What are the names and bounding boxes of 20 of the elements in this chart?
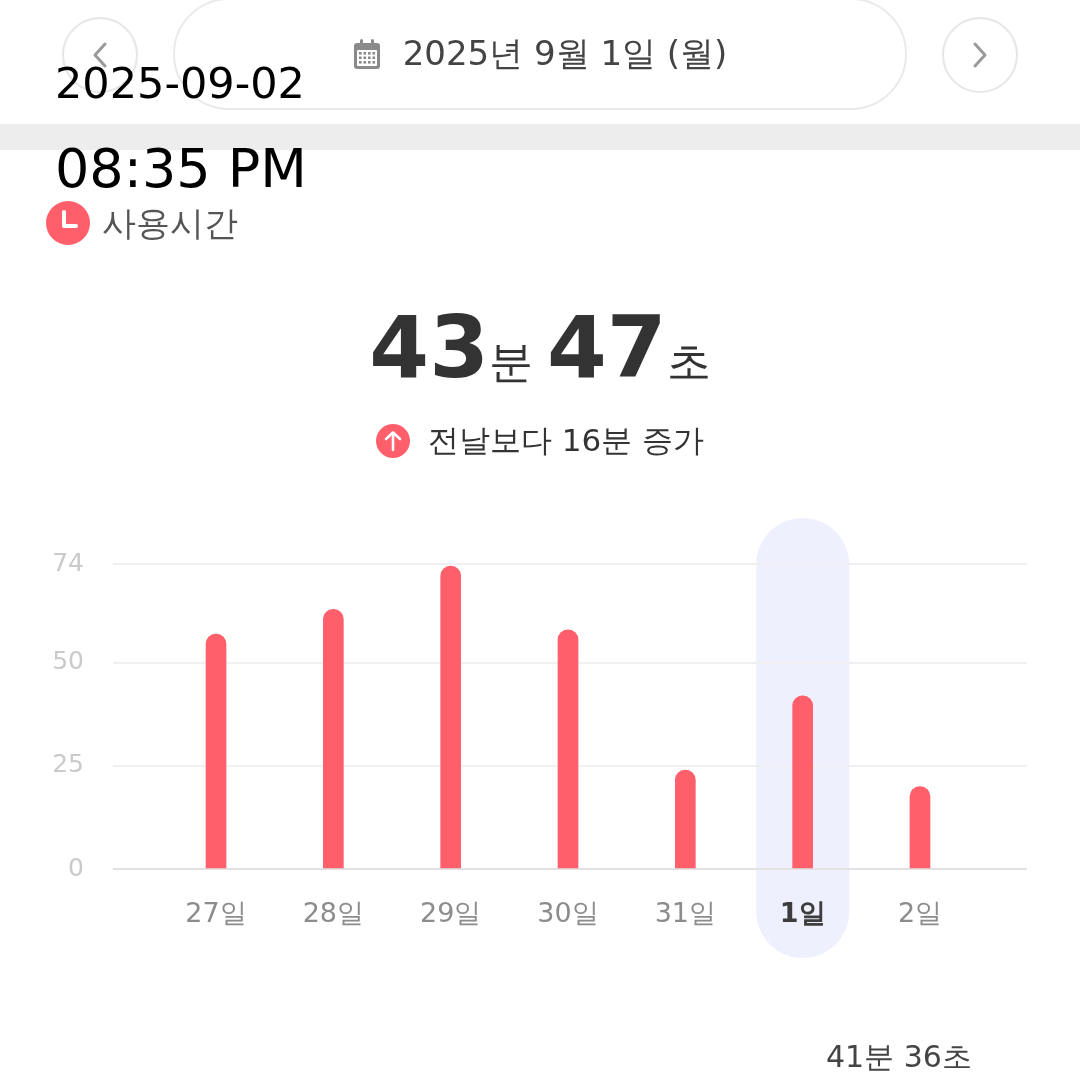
chart-title: 사용시간 xyxy=(102,202,238,245)
x-tick-label: 27일 xyxy=(185,897,247,929)
text: 41분 36초 xyxy=(826,1039,972,1074)
text: 08:35 PM xyxy=(55,137,307,200)
bar xyxy=(205,633,227,869)
x-tick-label: 28일 xyxy=(302,897,365,929)
x-tick-label: 1일 xyxy=(779,897,826,929)
chart-subtitle: 43분 47초 xyxy=(369,297,711,397)
bar xyxy=(323,609,344,869)
bar xyxy=(909,786,931,869)
text: 2025-09-02 xyxy=(55,58,305,108)
x-tick-label: 30일 xyxy=(537,897,599,929)
x-tick-label: 29일 xyxy=(420,897,482,929)
bar xyxy=(440,565,462,869)
bar xyxy=(675,769,696,869)
bar xyxy=(557,629,579,869)
bar xyxy=(792,695,813,869)
text: 전날보다 16분 증가 xyxy=(427,421,705,460)
x-tick-label: 31일 xyxy=(654,897,717,929)
x-tick-label: 2일 xyxy=(897,897,943,929)
